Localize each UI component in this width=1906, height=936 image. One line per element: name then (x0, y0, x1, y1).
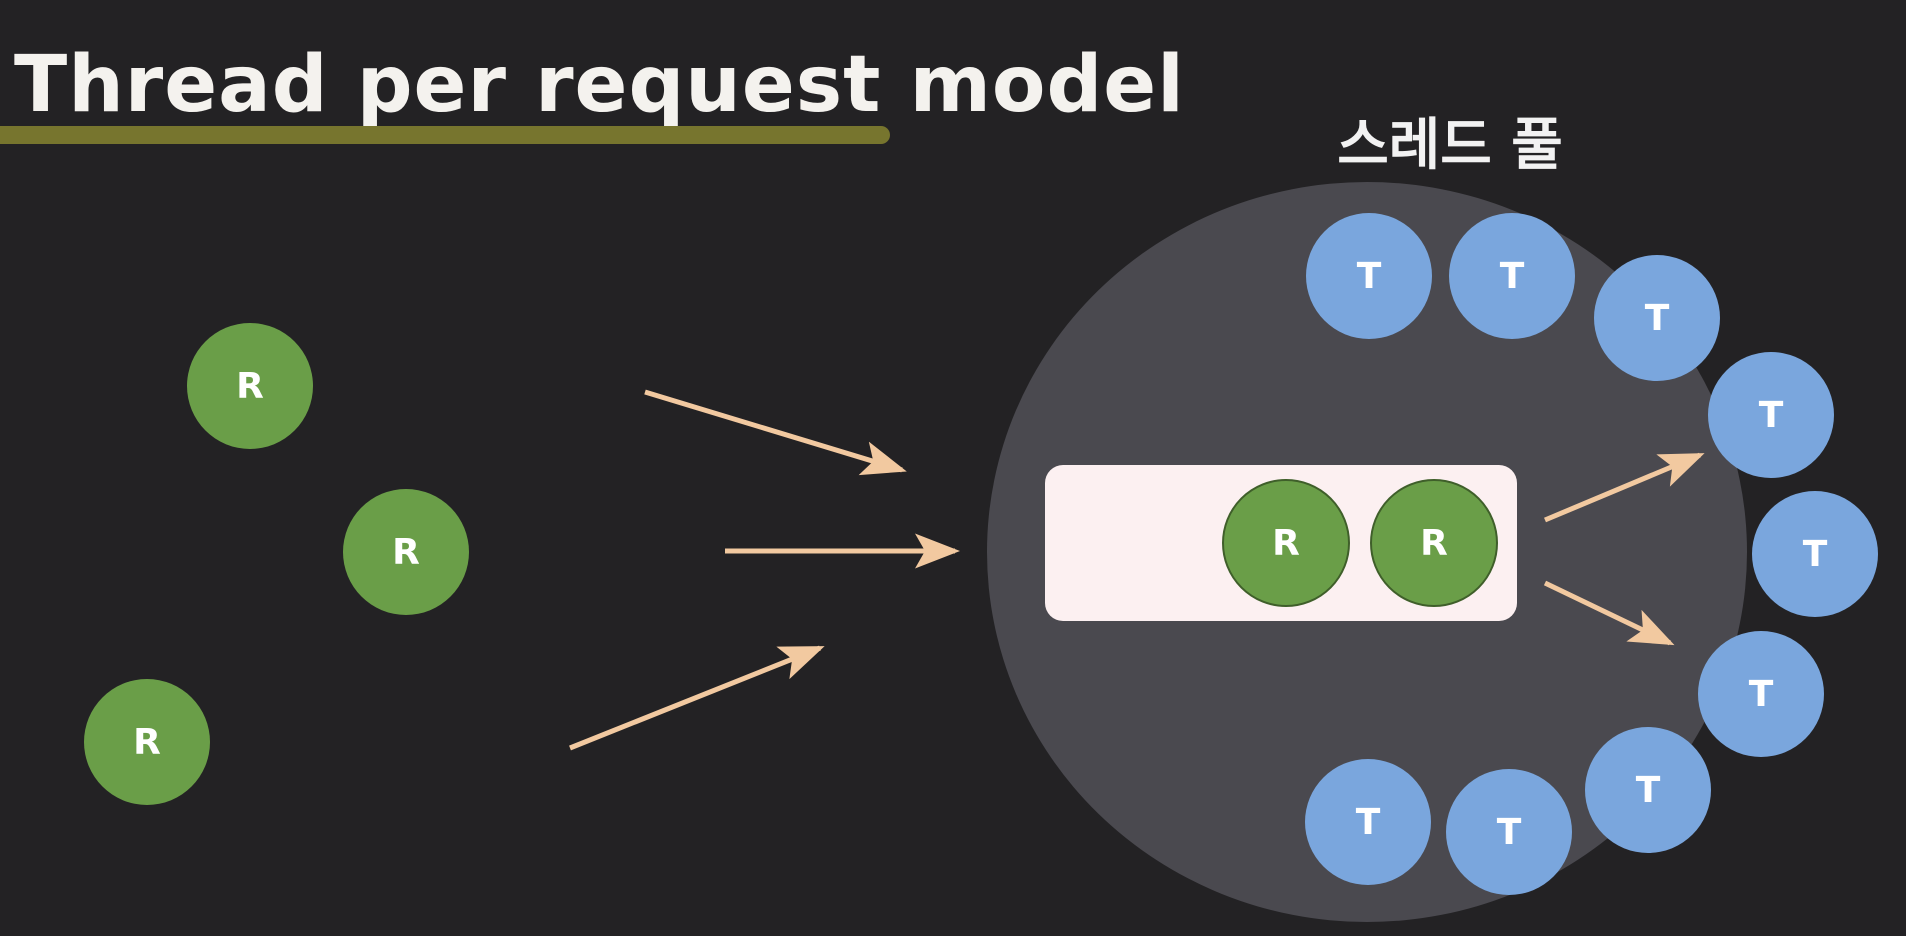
thread-label: T (1636, 770, 1661, 811)
dispatch-arrow-1 (1544, 452, 1705, 523)
incoming-request-3: R (84, 679, 210, 805)
thread-2: T (1449, 213, 1575, 339)
request-label: R (392, 532, 420, 573)
request-label: R (1272, 523, 1300, 564)
thread-label: T (1356, 802, 1381, 843)
thread-pool-label: 스레드 풀 (1337, 113, 1563, 178)
incoming-arrow-1 (644, 389, 907, 476)
slide-title: Thread per request model (14, 40, 1185, 130)
thread-label: T (1803, 534, 1828, 575)
thread-label: T (1497, 812, 1522, 853)
queued-request-1: R (1222, 479, 1350, 607)
thread-label: T (1749, 674, 1774, 715)
incoming-request-1: R (187, 323, 313, 449)
incoming-arrow-3 (569, 645, 825, 751)
thread-label: T (1357, 256, 1382, 297)
dispatch-arrow-2 (1543, 580, 1675, 646)
thread-label: T (1500, 256, 1525, 297)
thread-label: T (1645, 298, 1670, 339)
queued-request-2: R (1370, 479, 1498, 607)
thread-label: T (1759, 395, 1784, 436)
thread-6: T (1698, 631, 1824, 757)
request-label: R (236, 366, 264, 407)
thread-1: T (1306, 213, 1432, 339)
request-label: R (1420, 523, 1448, 564)
thread-7: T (1585, 727, 1711, 853)
incoming-request-2: R (343, 489, 469, 615)
thread-8: T (1446, 769, 1572, 895)
thread-3: T (1594, 255, 1720, 381)
thread-5: T (1752, 491, 1878, 617)
thread-9: T (1305, 759, 1431, 885)
title-underline (0, 126, 890, 144)
request-label: R (133, 722, 161, 763)
thread-4: T (1708, 352, 1834, 478)
